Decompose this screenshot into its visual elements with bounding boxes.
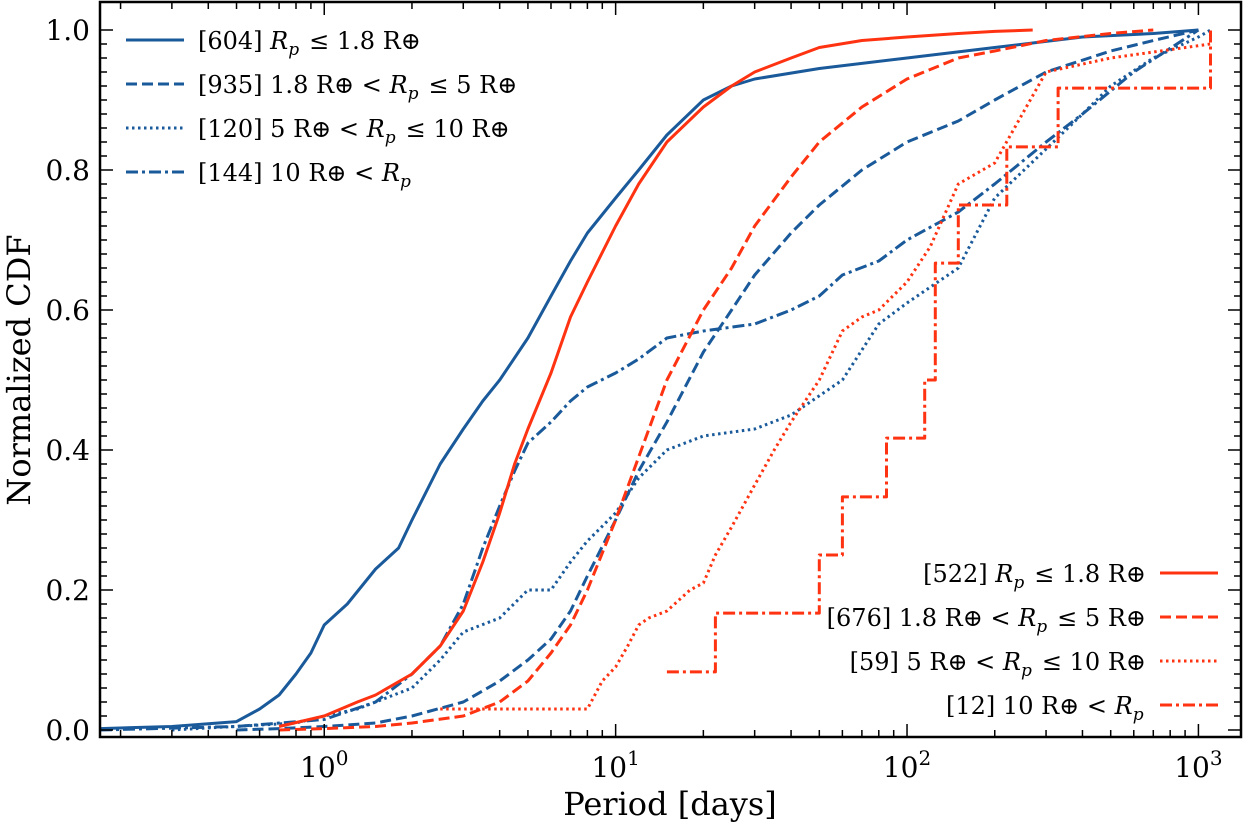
legend-entry-label: [59] 5 R⊕ < Rp ≤ 10 R⊕ [850,648,1146,681]
legend-entry-label: [676] 1.8 R⊕ < Rp ≤ 5 R⊕ [827,604,1146,637]
series-line-1 [99,28,1199,731]
y-tick-label: 0.4 [45,434,90,467]
series-layer [99,28,1212,732]
series-line-8 [666,30,1212,674]
legend-entry-label: [604] Rp ≤ 1.8 R⊕ [198,27,421,60]
x-tick-label: 103 [1174,746,1222,784]
series-line-4 [99,28,1200,732]
y-axis-ticks: 0.0 0.2 0.4 0.6 0.8 1.0 [45,14,1241,747]
legend-entry-label: [522] Rp ≤ 1.8 R⊕ [923,560,1146,593]
legend-lower-right: [522] Rp ≤ 1.8 R⊕ [676] 1.8 R⊕ < Rp ≤ 5 R… [827,560,1218,725]
y-tick-label: 0.2 [45,574,90,607]
x-axis-label: Period [days] [563,785,777,823]
x-tick-label: 101 [591,746,639,784]
x-tick-label: 102 [883,746,931,784]
y-tick-label: 1.0 [45,14,90,47]
x-tick-label: 100 [300,746,348,784]
series-line-2 [236,28,1199,732]
y-tick-label: 0.6 [45,294,90,327]
legend-entry-label: [144] 10 R⊕ < Rp [198,159,413,192]
plot-background [100,2,1241,737]
y-axis-label: Normalized CDF [0,234,38,505]
series-line-6 [279,28,1154,732]
legend-entry-label: [935] 1.8 R⊕ < Rp ≤ 5 R⊕ [198,71,517,104]
y-tick-label: 0.0 [45,714,90,747]
legend-entry-label: [12] 10 R⊕ < Rp [946,692,1146,725]
y-tick-label: 0.8 [45,154,90,187]
legend-upper-left: [604] Rp ≤ 1.8 R⊕ [935] 1.8 R⊕ < Rp ≤ 5 R… [126,27,517,192]
plot-frame [98,0,1243,739]
x-axis-ticks: 100 101 102 103 [119,2,1223,784]
series-line-7 [440,42,1211,711]
series-line-5 [278,28,1033,728]
legend-entry-label: [120] 5 R⊕ < Rp ≤ 10 R⊕ [198,115,510,148]
